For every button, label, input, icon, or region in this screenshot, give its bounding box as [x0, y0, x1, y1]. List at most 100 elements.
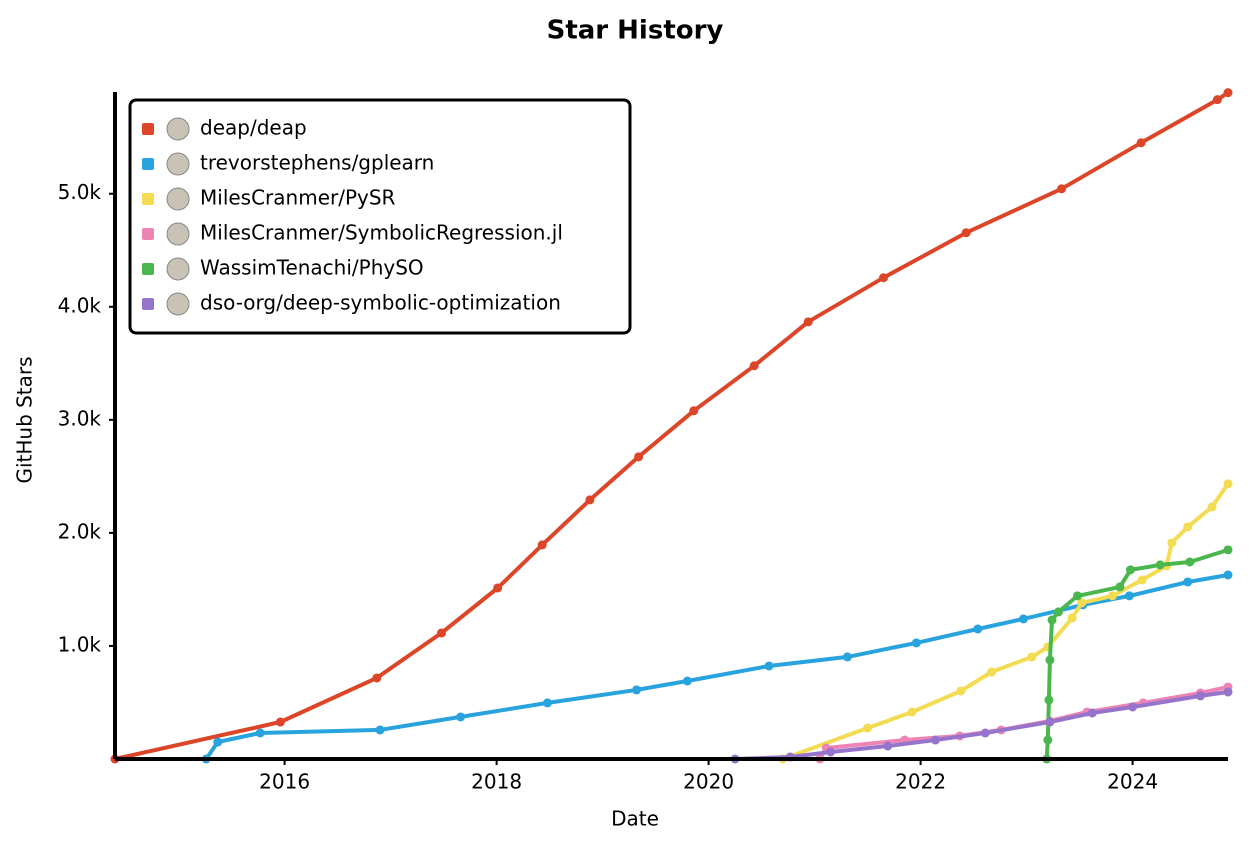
data-point [1115, 582, 1125, 592]
data-point [1223, 479, 1233, 489]
data-point [1223, 545, 1233, 555]
data-point [1047, 615, 1057, 625]
x-tick-label: 2016 [259, 770, 310, 794]
data-point [1045, 655, 1055, 665]
data-point [1027, 652, 1037, 662]
y-tick-label: 5.0k [58, 180, 102, 204]
data-point [911, 638, 921, 648]
chart-title: Star History [547, 16, 724, 46]
data-point [1137, 575, 1147, 585]
data-point [1223, 88, 1233, 98]
data-point [436, 628, 446, 638]
y-tick-label: 3.0k [58, 406, 102, 430]
data-point [1223, 687, 1233, 697]
legend-label: trevorstephens/gplearn [200, 151, 434, 175]
data-point [1107, 591, 1117, 601]
series-line [204, 573, 1230, 761]
legend-label: dso-org/deep-symbolic-optimization [200, 291, 561, 315]
data-point [749, 361, 759, 371]
data-point [1053, 607, 1063, 617]
data-point [1183, 522, 1193, 532]
data-point [372, 673, 382, 683]
data-point [1136, 138, 1146, 148]
data-point [275, 717, 285, 727]
data-point [1045, 717, 1055, 727]
data-point [1044, 695, 1054, 705]
data-point [1067, 613, 1077, 623]
legend-avatar [166, 257, 190, 281]
data-point [987, 667, 997, 677]
legend-avatar [166, 117, 190, 141]
data-point [1124, 591, 1134, 601]
data-point [842, 652, 852, 662]
data-point [961, 228, 971, 238]
legend-swatch [142, 158, 154, 170]
data-point [1125, 565, 1135, 575]
y-tick-label: 2.0k [58, 519, 102, 543]
data-point [1018, 614, 1028, 624]
data-point [1207, 502, 1217, 512]
data-point [1195, 691, 1205, 701]
data-point [585, 495, 595, 505]
legend-swatch [142, 298, 154, 310]
data-point [632, 685, 642, 695]
legend-label: deap/deap [200, 116, 307, 140]
data-point [1077, 598, 1087, 608]
legend-avatar [166, 152, 190, 176]
data-point [255, 728, 265, 738]
data-point [1167, 538, 1177, 548]
data-point [1183, 577, 1193, 587]
y-tick-label: 4.0k [58, 293, 102, 317]
data-point [956, 686, 966, 696]
legend-avatar [166, 222, 190, 246]
y-axis-label: GitHub Stars [13, 356, 37, 483]
y-tick-label: 1.0k [58, 632, 102, 656]
data-point [879, 273, 888, 283]
series-line [1044, 547, 1230, 761]
data-point [764, 661, 774, 671]
series-line [780, 481, 1230, 761]
data-point [682, 676, 692, 686]
legend-box [128, 98, 632, 335]
data-point [1043, 735, 1053, 745]
data-point [980, 728, 990, 738]
legend-avatar [166, 292, 190, 316]
x-tick-label: 2024 [1107, 770, 1158, 794]
data-point [375, 725, 385, 735]
legend-avatar [166, 187, 190, 211]
data-point [863, 723, 873, 733]
data-point [930, 735, 940, 745]
legend-swatch [142, 123, 154, 135]
data-point [1128, 702, 1138, 712]
x-tick-label: 2022 [895, 770, 946, 794]
data-point [1223, 570, 1233, 580]
data-point [213, 737, 223, 747]
data-point [826, 747, 835, 757]
x-tick-label: 2018 [471, 770, 522, 794]
legend-label: WassimTenachi/PhySO [200, 256, 424, 280]
legend-swatch [142, 193, 154, 205]
x-axis-label: Date [611, 807, 659, 831]
data-point [1057, 184, 1067, 194]
data-point [456, 712, 466, 722]
legend-label: MilesCranmer/SymbolicRegression.jl [200, 221, 563, 245]
data-point [1212, 95, 1222, 105]
data-point [1087, 708, 1097, 718]
data-point [1155, 560, 1165, 570]
legend-swatch [142, 228, 154, 240]
data-point [634, 452, 644, 462]
legend-swatch [142, 263, 154, 275]
data-point [1072, 591, 1082, 601]
legend-label: MilesCranmer/PySR [200, 186, 396, 210]
data-point [689, 406, 699, 416]
data-point [973, 624, 983, 634]
data-point [537, 540, 547, 550]
data-point [542, 698, 552, 708]
data-point [493, 583, 503, 593]
x-tick-label: 2020 [683, 770, 734, 794]
data-point [1185, 557, 1195, 567]
data-point [907, 707, 917, 717]
data-point [883, 741, 893, 751]
